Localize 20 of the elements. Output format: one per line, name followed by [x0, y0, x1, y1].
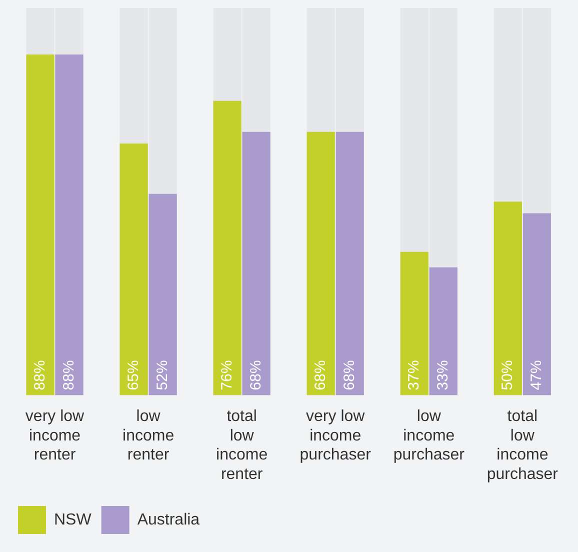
- data-label: 33%: [434, 360, 452, 390]
- data-label: 68%: [247, 360, 264, 390]
- data-label: 68%: [312, 360, 330, 390]
- data-label: 52%: [154, 360, 171, 390]
- x-tick-label: very low income purchaser: [300, 408, 372, 464]
- data-label: 37%: [406, 360, 423, 390]
- data-label: 76%: [218, 360, 236, 390]
- data-label: 65%: [124, 360, 142, 390]
- data-label: 50%: [499, 360, 516, 390]
- x-tick-label: low income renter: [122, 408, 174, 464]
- x-tick-label: total low income renter: [216, 408, 268, 483]
- data-label: 68%: [341, 360, 358, 390]
- data-label: 88%: [60, 360, 78, 390]
- data-label: 47%: [528, 360, 546, 390]
- x-tick-label: very low income renter: [25, 408, 85, 464]
- x-tick-label: total low income purchaser: [486, 408, 559, 483]
- x-tick-label: low income purchaser: [393, 408, 466, 464]
- legend-label: NSW: [54, 511, 92, 528]
- data-label: 88%: [31, 360, 48, 390]
- legend-label: Australia: [137, 511, 200, 528]
